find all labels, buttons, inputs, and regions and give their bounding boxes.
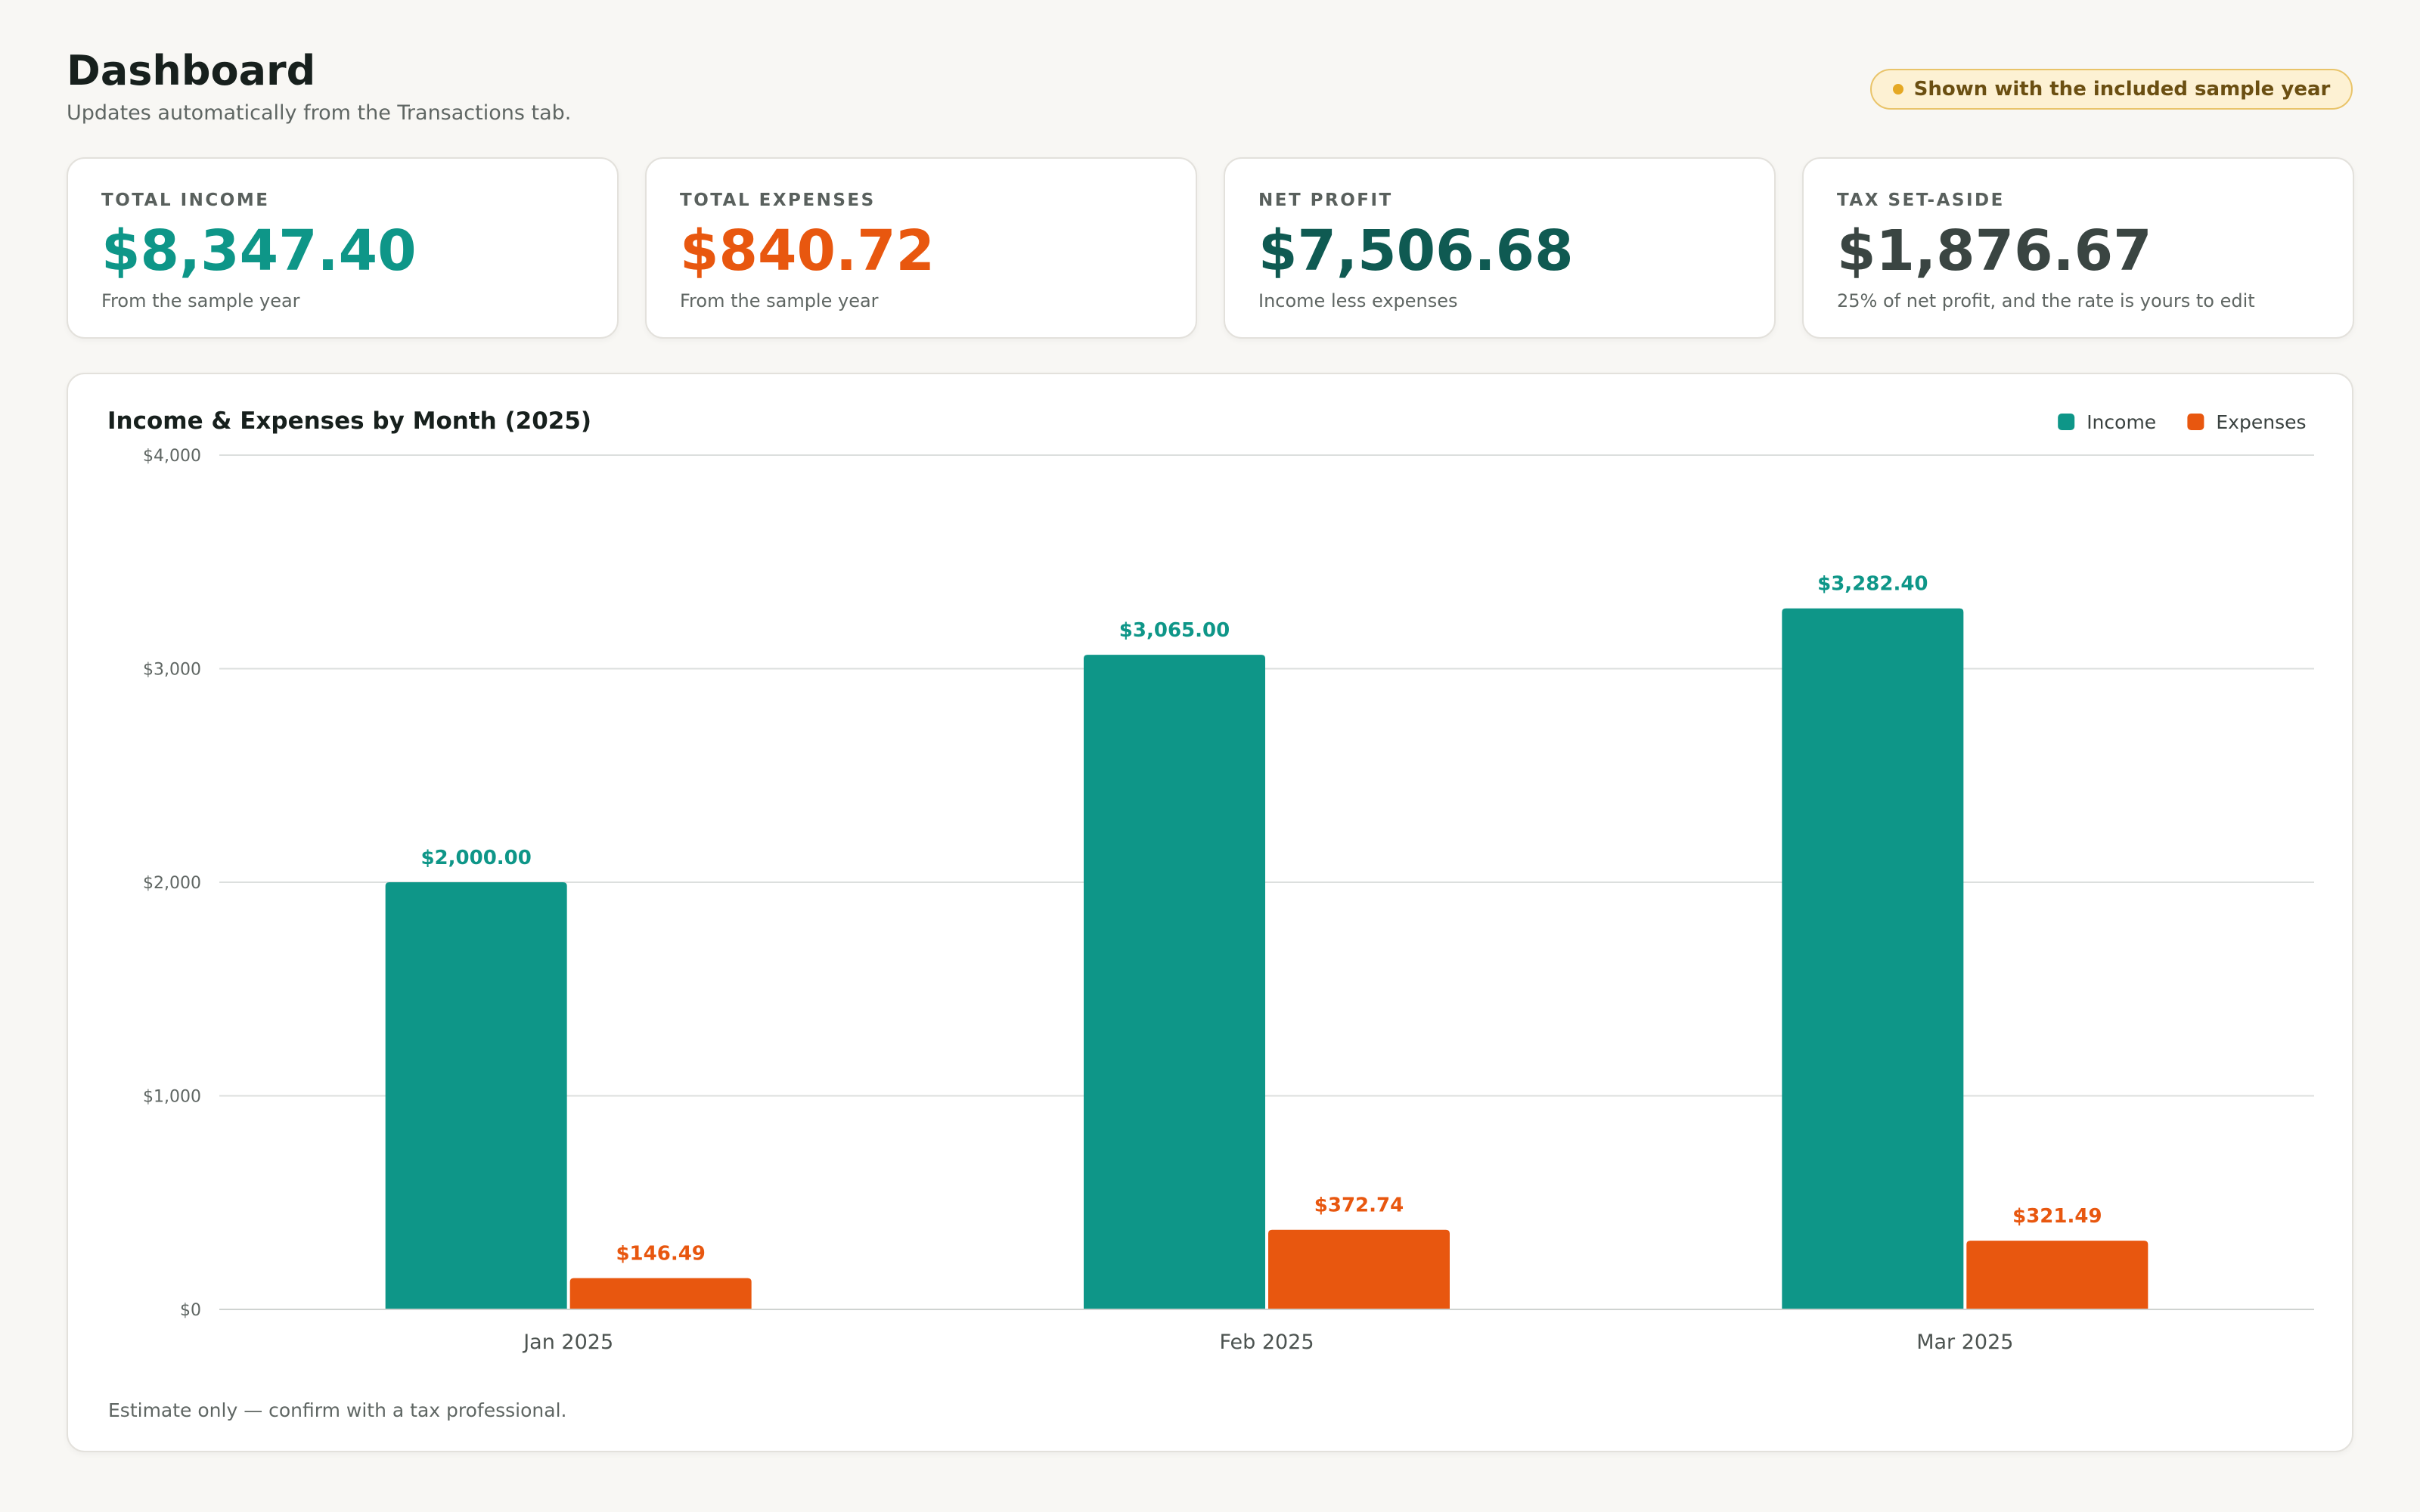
tax-set-aside-card: TAX SET-ASIDE $1,876.67 25% of net profi…: [1802, 157, 2354, 339]
data-label-expenses: $372.74: [1314, 1194, 1404, 1217]
bar-income-1: [1084, 655, 1265, 1309]
bar-expenses-0: [569, 1278, 752, 1309]
page-title: Dashboard: [67, 47, 316, 94]
income-expenses-chart: Income & Expenses by Month (2025) $0 $1,00…: [107, 407, 2314, 1354]
y-tick-label: $1,000: [143, 1088, 201, 1107]
net-profit-note: Income less expenses: [1258, 290, 1458, 311]
total-expenses-value: $840.72: [680, 218, 935, 284]
income-expenses-chart-panel: Income & Expenses by Month (2025) $0 $1,00…: [67, 373, 2353, 1452]
data-label-income: $3,282.40: [1817, 573, 1928, 596]
page-subtitle: Updates automatically from the Transacti…: [67, 101, 572, 125]
net-profit-value: $7,506.68: [1258, 218, 1574, 284]
data-label-expenses: $146.49: [616, 1243, 705, 1266]
legend-swatch-income: [2058, 414, 2075, 430]
data-label-income: $3,065.00: [1119, 619, 1230, 642]
y-tick-label: $4,000: [143, 447, 201, 466]
y-tick-label: $2,000: [143, 874, 201, 893]
total-income-card: TOTAL INCOME $8,347.40 From the sample y…: [67, 157, 619, 339]
sample-year-badge: Shown with the included sample year: [1870, 69, 2353, 110]
bar-expenses-1: [1268, 1229, 1450, 1309]
data-label-expenses: $321.49: [2012, 1205, 2102, 1228]
x-tick-label: Mar 2025: [1916, 1331, 2013, 1354]
x-tick-label: Jan 2025: [522, 1331, 613, 1354]
bar-expenses-2: [1966, 1241, 2149, 1309]
bar-income-2: [1782, 608, 1964, 1309]
total-expenses-note: From the sample year: [680, 290, 879, 311]
y-tick-label: $3,000: [143, 661, 201, 680]
data-label-income: $2,000.00: [420, 847, 531, 869]
legend-swatch-expenses: [2187, 414, 2204, 430]
x-tick-label: Feb 2025: [1219, 1331, 1314, 1354]
total-expenses-label: TOTAL EXPENSES: [680, 191, 876, 210]
chart-title: Income & Expenses by Month (2025): [107, 407, 591, 435]
tax-set-aside-note: 25% of net profit, and the rate is yours…: [1837, 290, 2255, 311]
bar-income-0: [385, 882, 567, 1309]
legend-label-expenses: Expenses: [2216, 411, 2306, 433]
sample-year-badge-label: Shown with the included sample year: [1913, 78, 2331, 101]
total-income-note: From the sample year: [101, 290, 300, 311]
total-income-value: $8,347.40: [101, 218, 417, 284]
status-dot-icon: [1892, 84, 1903, 94]
net-profit-card: NET PROFIT $7,506.68 Income less expense…: [1224, 157, 1776, 339]
total-expenses-card: TOTAL EXPENSES $840.72 From the sample y…: [645, 157, 1197, 339]
tax-set-aside-label: TAX SET-ASIDE: [1837, 191, 2005, 210]
tax-set-aside-value: $1,876.67: [1837, 218, 2152, 284]
y-tick-label: $0: [180, 1301, 201, 1320]
total-income-label: TOTAL INCOME: [101, 191, 270, 210]
net-profit-label: NET PROFIT: [1258, 191, 1393, 210]
legend-label-income: Income: [2086, 411, 2156, 433]
chart-footnote: Estimate only — confirm with a tax profe…: [108, 1399, 567, 1421]
